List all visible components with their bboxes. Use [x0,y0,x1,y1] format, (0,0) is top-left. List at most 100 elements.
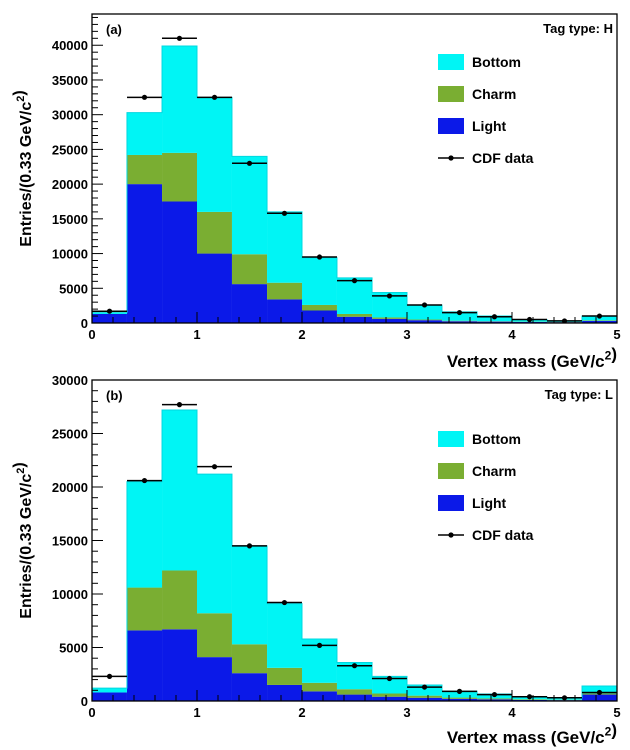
series-cdf-data [92,402,617,701]
y-tick-label: 5000 [59,641,88,656]
bar-charm [477,698,512,700]
legend-swatch-charm [438,463,464,479]
x-tick-label: 2 [298,327,305,342]
bar-light [441,698,478,701]
bar-light [92,692,127,701]
x-tick-label: 4 [508,705,516,720]
y-tick-label: 30000 [52,108,88,123]
bar-charm [407,695,442,698]
bar-charm [267,667,302,685]
chart-panel-a: 0 1 2 3 4 5 0 5000 10000 15000 20000 25000 30000 3500… [11,13,621,371]
data-point [176,402,183,408]
panel-label: (a) [106,22,122,37]
tag-type-label: Tag type: L [545,387,613,402]
bar-charm [336,313,373,317]
data-point [211,464,218,470]
y-tick-label: 5000 [59,281,88,296]
bar-charm [267,282,302,300]
bar-charm [197,211,232,254]
legend-label: Charm [472,86,516,102]
data-point [561,318,568,324]
data-point [491,314,498,320]
bar-light [336,694,373,701]
legend-label: Bottom [472,54,521,70]
data-point [526,694,533,700]
series-bottom [92,45,617,322]
data-point [106,308,113,314]
legend-swatch-bottom [438,431,464,447]
data-point [421,302,428,308]
y-tick-label: 25000 [52,427,88,442]
y-tick-label: 20000 [52,480,88,495]
y-axis-title: Entries/(0.33 GeV/c2) [11,462,35,618]
data-point [386,293,393,299]
bar-light [302,691,337,701]
legend-swatch-light [438,118,464,134]
data-point [281,599,288,606]
bar-bottom [441,691,478,698]
bar-light [267,299,302,323]
x-tick-label: 2 [298,705,305,720]
bar-bottom [162,45,197,153]
legend-marker-point [448,155,454,161]
bar-charm [197,613,232,658]
y-tick-label: 10000 [52,587,88,602]
bar-bottom [197,97,232,212]
bar-bottom [126,481,163,588]
series-light [92,184,617,323]
legend-marker-point [448,532,454,538]
bar-charm [372,693,407,697]
data-point [246,160,253,166]
bar-charm [512,699,547,700]
legend: Bottom Charm Light CDF data [438,431,534,543]
bar-bottom [407,304,442,320]
bar-light [407,320,442,323]
bar-light [231,284,268,323]
bar-bottom [582,686,617,694]
x-tick-label: 1 [193,705,200,720]
bar-light [162,201,197,323]
data-point [561,695,568,701]
bar-light [407,697,442,701]
chart-panel-b: 0 1 2 3 4 5 0 5000 10000 15000 20000 25000 30000 Vert… [11,373,621,747]
data-point [421,684,428,690]
x-tick-label: 5 [613,705,620,720]
x-tick-label: 3 [403,327,410,342]
legend-swatch-light [438,495,464,511]
y-tick-label: 0 [81,694,88,709]
data-point [596,689,603,696]
bar-light [441,321,478,323]
legend: Bottom Charm Light CDF data [438,54,534,166]
data-point [141,477,148,484]
bar-bottom [231,545,268,645]
x-axis-title: Vertex mass (GeV/c2) [447,344,617,371]
tag-type-label: Tag type: H [543,21,613,36]
x-tick-label: 4 [508,327,516,342]
y-tick-label: 20000 [52,177,88,192]
bar-charm [441,320,478,322]
bar-bottom [92,688,127,693]
plot-frame [91,13,618,324]
x-tick-label: 3 [403,705,410,720]
bar-bottom [126,112,163,155]
x-axis-title: Vertex mass (GeV/c2) [447,720,617,747]
x-axis: 0 1 2 3 4 5 [88,312,621,342]
series-cdf-data [92,35,617,324]
bar-charm [126,154,163,185]
bar-bottom [372,676,407,694]
bar-bottom [267,603,302,668]
x-tick-label: 0 [88,327,95,342]
data-point [141,94,148,100]
bar-charm [441,697,478,699]
data-point [316,254,323,260]
bar-charm [582,320,617,321]
data-point [106,673,113,679]
data-point [596,313,603,319]
bar-light [162,629,197,701]
panel-label: (b) [106,388,123,403]
legend-swatch-bottom [438,54,464,70]
bar-charm [302,682,337,692]
bar-light [267,684,302,701]
bar-light [336,316,373,323]
